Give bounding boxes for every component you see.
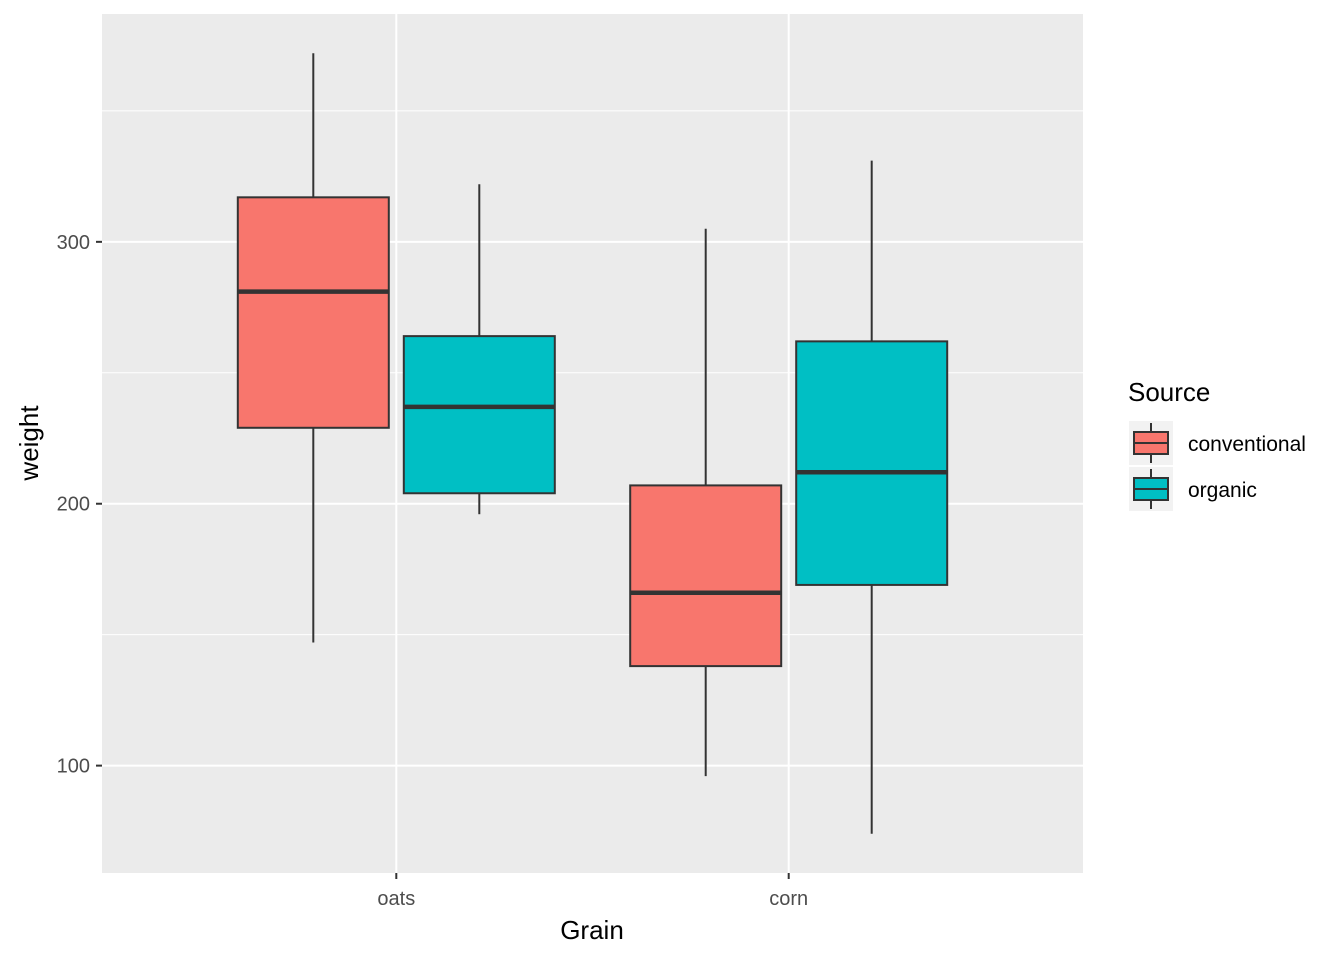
legend: Source conventional organic (1128, 377, 1306, 511)
box-conventional-corn (629, 228, 783, 777)
x-tick-label: oats (377, 888, 415, 910)
box-conventional-oats (236, 53, 390, 643)
x-axis: oats corn (377, 873, 808, 910)
box-body (236, 196, 390, 429)
box-body (795, 340, 949, 586)
legend-entry-organic: organic (1129, 467, 1257, 511)
legend-title: Source (1128, 377, 1210, 407)
x-axis-title: Grain (560, 915, 624, 945)
y-axis: 100 200 300 (57, 232, 102, 778)
y-tick-label: 200 (57, 494, 90, 516)
box-organic-oats (402, 184, 556, 515)
boxes-layer (236, 53, 949, 834)
y-tick-label: 100 (57, 756, 90, 778)
box-body (629, 484, 783, 668)
box-organic-corn (795, 160, 949, 834)
y-axis-title: weight (14, 405, 44, 482)
legend-label: conventional (1188, 433, 1306, 456)
y-tick-label: 300 (57, 232, 90, 254)
x-tick-label: corn (769, 888, 808, 910)
legend-label: organic (1188, 479, 1257, 502)
legend-entry-conventional: conventional (1129, 421, 1306, 465)
box-body (402, 335, 556, 495)
